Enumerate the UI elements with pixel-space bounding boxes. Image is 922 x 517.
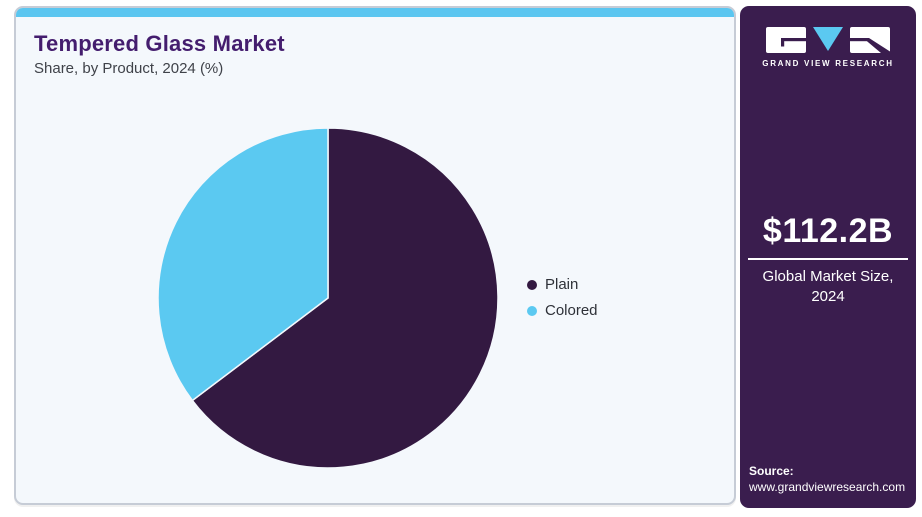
gvr-logo-icon — [766, 27, 890, 53]
legend-label: Colored — [545, 302, 598, 319]
pie-slice-plain — [191, 127, 499, 469]
chart-card: Tempered Glass Market Share, by Product,… — [14, 6, 736, 505]
market-size-block: $112.2B Global Market Size, 2024 — [748, 212, 908, 306]
pie-chart-svg — [157, 127, 499, 469]
page-title: Tempered Glass Market — [34, 31, 285, 56]
sidebar: GRAND VIEW RESEARCH $112.2B Global Marke… — [740, 6, 916, 508]
source-block: Source: www.grandviewresearch.com — [749, 464, 907, 494]
market-size-caption-line1: Global Market Size, — [762, 268, 894, 285]
legend-item-plain: Plain — [527, 276, 598, 293]
pie-slice-colored — [157, 127, 329, 402]
legend-dot-plain-icon — [527, 279, 537, 290]
market-size-caption: Global Market Size, 2024 — [748, 267, 908, 306]
legend: Plain Colored — [527, 276, 598, 319]
pie-chart — [156, 126, 500, 470]
gvr-logo: GRAND VIEW RESEARCH — [740, 26, 916, 68]
market-size-caption-line2: 2024 — [811, 287, 845, 305]
legend-item-colored: Colored — [527, 302, 598, 319]
top-accent-bar — [16, 8, 734, 17]
page-subtitle: Share, by Product, 2024 (%) — [34, 60, 224, 77]
legend-dot-colored-icon — [527, 305, 537, 316]
source-label: Source: — [749, 464, 794, 478]
legend-label: Plain — [545, 276, 579, 293]
logo-text: GRAND VIEW RESEARCH — [762, 59, 894, 68]
divider — [748, 258, 908, 260]
market-size-value: $112.2B — [762, 212, 894, 250]
source-url: www.grandviewresearch.com — [749, 480, 906, 494]
chart-header: Tempered Glass Market Share, by Product,… — [16, 17, 734, 77]
